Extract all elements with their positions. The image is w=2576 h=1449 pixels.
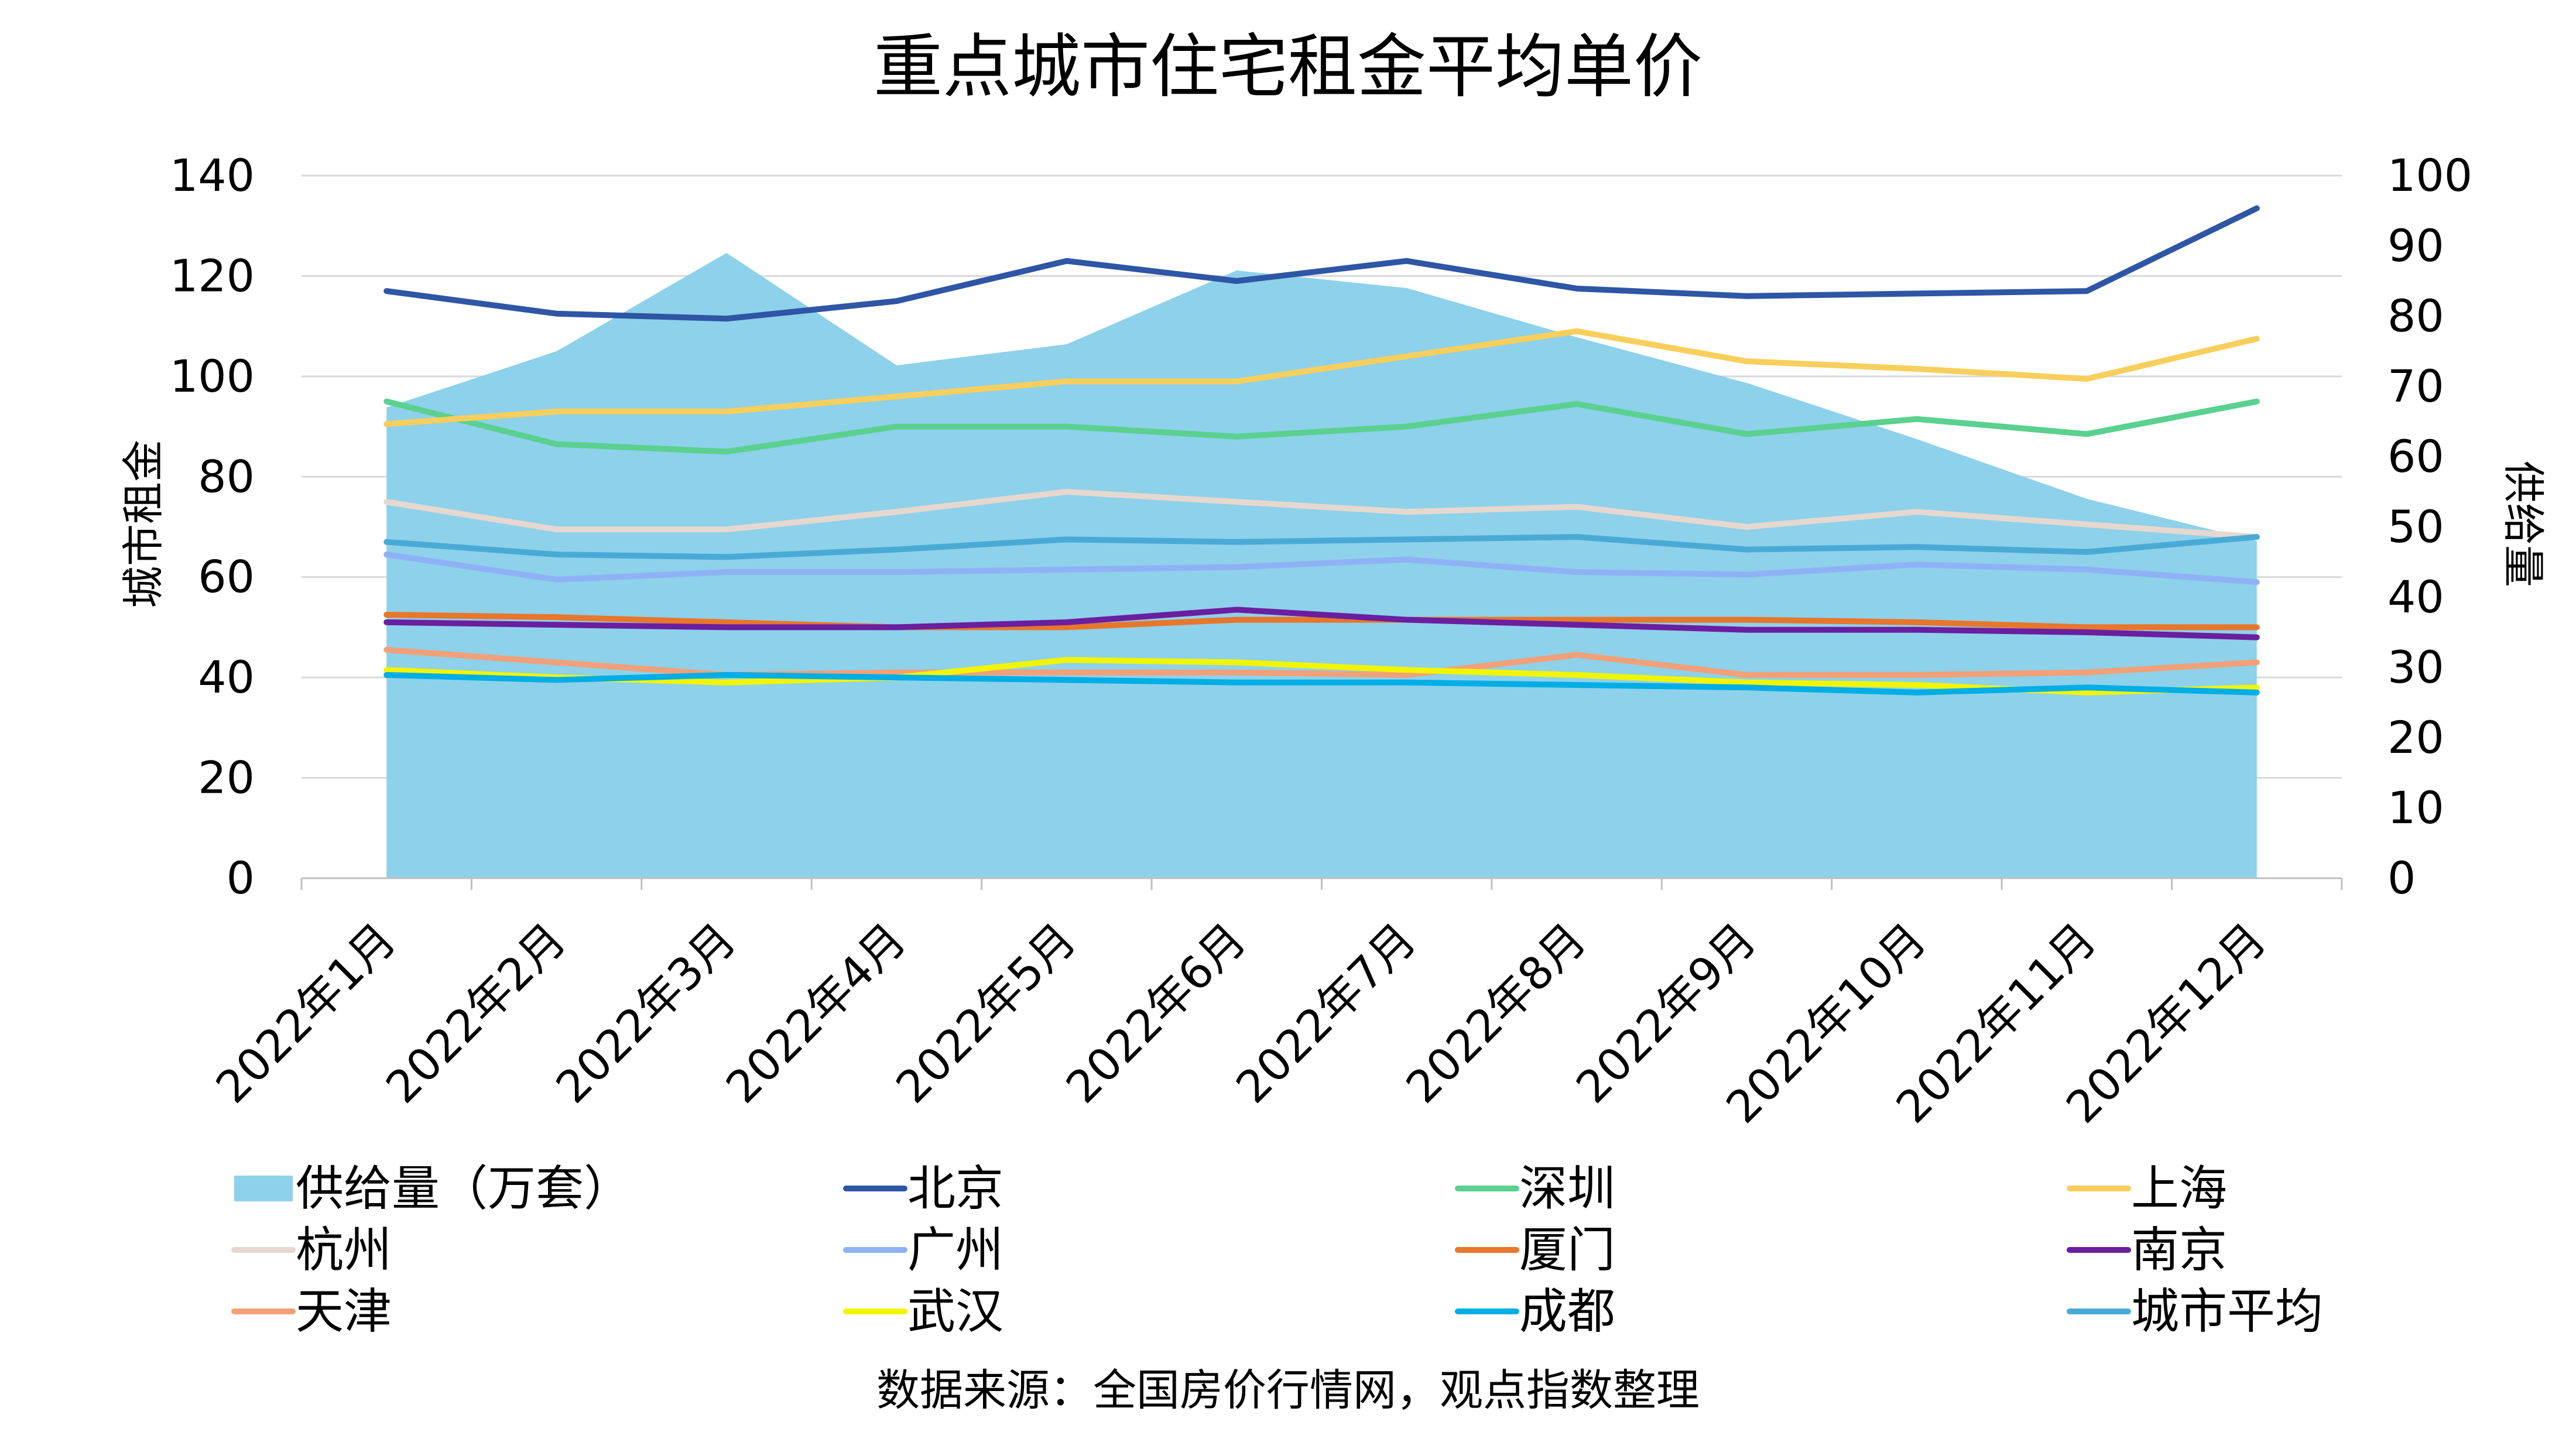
legend-item: 上海 (2067, 1161, 2227, 1217)
legend-item: 厦门 (1455, 1222, 1615, 1278)
legend-item: 南京 (2067, 1222, 2227, 1278)
y2-tick-label: 90 (2387, 220, 2444, 272)
legend-item: 成都 (1455, 1284, 1615, 1340)
y2-tick-label: 80 (2387, 290, 2444, 342)
y2-axis-ticks: 0 10 20 30 40 50 60 70 80 90 100 (2387, 149, 2472, 904)
legend-label: 厦门 (1519, 1222, 1615, 1278)
legend-label: 深圳 (1519, 1161, 1615, 1217)
x-tick-label: 2022年4月 (716, 913, 916, 1113)
y-tick-label: 120 (170, 249, 255, 302)
y-tick-label: 140 (170, 149, 255, 201)
x-tick-label: 2022年7月 (1226, 913, 1426, 1113)
legend-label: 城市平均 (2131, 1284, 2323, 1340)
y2-tick-label: 30 (2387, 641, 2444, 693)
series-line-深圳 (383, 398, 2260, 455)
legend-label: 北京 (907, 1161, 1003, 1217)
x-tick-label: 2022年3月 (546, 913, 745, 1113)
y-axis-label: 城市租金 (119, 440, 168, 608)
axes (300, 877, 2343, 890)
series-line-厦门 (383, 612, 2260, 631)
x-tick-label: 2022年5月 (886, 913, 1085, 1113)
series-line-城市平均 (383, 534, 2260, 560)
source-note: 数据来源：全国房价行情网，观点指数整理 (876, 1365, 1700, 1416)
y2-tick-label: 50 (2387, 501, 2444, 553)
y-tick-label: 40 (198, 651, 255, 703)
y2-tick-label: 0 (2387, 852, 2416, 904)
y-tick-label: 100 (170, 350, 255, 402)
y2-axis-label: 供给量 (2499, 461, 2548, 587)
series-line-南京 (383, 607, 2260, 640)
legend-label: 天津 (296, 1284, 392, 1340)
y2-tick-label: 10 (2387, 782, 2444, 834)
y2-tick-label: 100 (2387, 149, 2472, 201)
x-tick-label: 2022年8月 (1396, 913, 1595, 1113)
legend-swatch (234, 1176, 293, 1201)
legend-item: 深圳 (1455, 1161, 1615, 1217)
x-axis-ticks: 2022年1月2022年2月2022年3月2022年4月2022年5月2022年… (206, 913, 2276, 1133)
legend-label: 武汉 (907, 1284, 1003, 1340)
series-lines (383, 205, 2260, 696)
series-line-杭州 (383, 489, 2260, 540)
legend-item: 杭州 (231, 1222, 392, 1278)
series-line-成都 (383, 672, 2260, 696)
y2-tick-label: 40 (2387, 571, 2444, 623)
y-tick-label: 20 (198, 752, 255, 804)
y-tick-label: 80 (198, 450, 255, 502)
y-tick-label: 0 (227, 852, 255, 904)
legend-item: 武汉 (843, 1284, 1003, 1340)
legend-item: 城市平均 (2067, 1284, 2323, 1340)
legend-label: 成都 (1519, 1284, 1615, 1340)
y-axis-ticks: 0 20 40 60 80 100 120 140 (170, 149, 255, 904)
legend-label: 杭州 (296, 1222, 392, 1278)
legend-item: 天津 (231, 1284, 392, 1340)
legend-item: 北京 (843, 1161, 1003, 1217)
legend-label: 南京 (2131, 1222, 2227, 1278)
x-tick-label: 2022年2月 (376, 913, 576, 1113)
series-line-武汉 (383, 657, 2260, 696)
series-line-上海 (383, 328, 2260, 427)
legend-label: 广州 (907, 1222, 1003, 1278)
y-tick-label: 60 (198, 551, 255, 603)
legend-item: 广州 (843, 1222, 1003, 1278)
legend-item: 供给量（万套） (234, 1161, 632, 1217)
y2-tick-label: 60 (2387, 430, 2444, 482)
series-line-北京 (383, 205, 2260, 322)
series-line-广州 (383, 551, 2260, 585)
legend-label: 供给量（万套） (296, 1161, 632, 1217)
x-tick-label: 2022年6月 (1056, 913, 1256, 1113)
chart-title: 重点城市住宅租金平均单价 (873, 26, 1703, 107)
y2-tick-label: 20 (2387, 711, 2444, 763)
y2-tick-label: 70 (2387, 360, 2444, 412)
legend-label: 上海 (2131, 1161, 2227, 1217)
x-tick-label: 2022年1月 (206, 913, 406, 1113)
